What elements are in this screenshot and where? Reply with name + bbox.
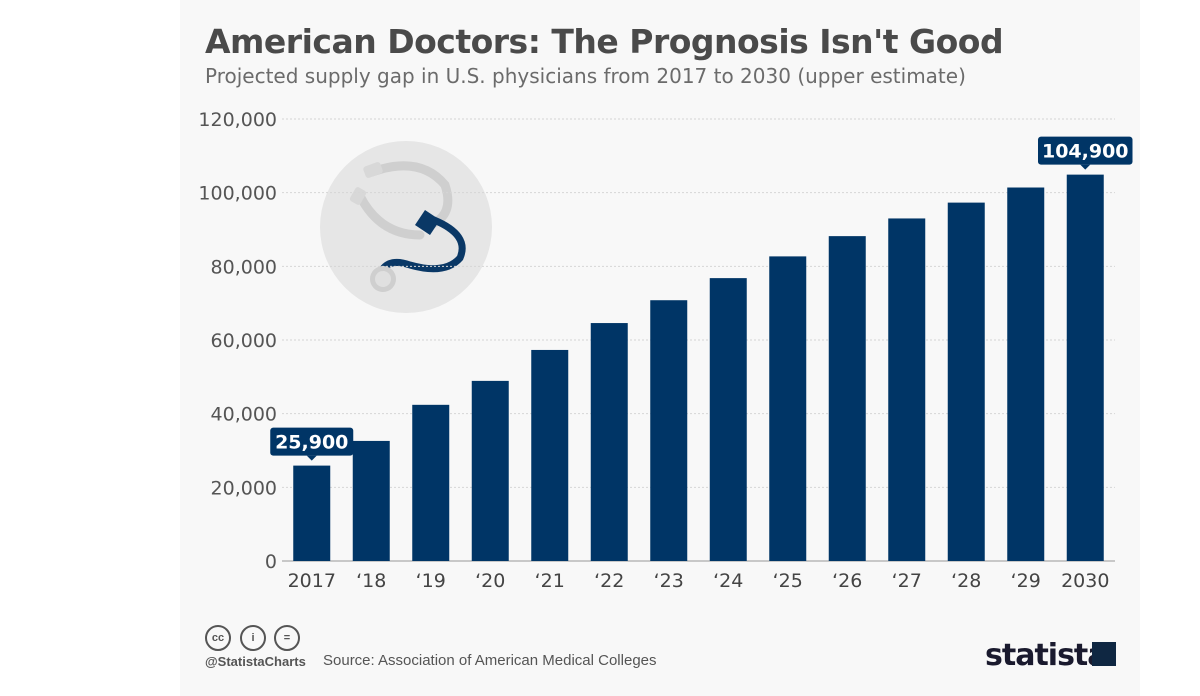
bar [352,440,390,561]
bar [531,349,569,561]
bar [828,236,866,561]
y-tick-label: 40,000 [211,404,277,426]
cc-license-icon: cc [205,625,231,651]
x-tick-label: 2017 [288,570,336,592]
stethoscope-icon [320,141,492,313]
x-tick-label: ‘22 [594,570,624,592]
chart-title: American Doctors: The Prognosis Isn't Go… [205,22,1004,61]
bar [1066,174,1104,561]
x-tick-label: ‘24 [713,570,743,592]
x-tick-label: ‘26 [832,570,862,592]
x-tick-label: ‘23 [654,570,684,592]
y-tick-label: 80,000 [211,256,277,278]
bar [590,323,628,561]
bar [650,300,688,561]
bar [709,278,747,561]
data-label-pointer [306,455,317,461]
bar [412,404,450,561]
x-tick-label: ‘25 [773,570,803,592]
chart-subtitle: Projected supply gap in U.S. physicians … [205,64,966,88]
source-note: Source: Association of American Medical … [323,652,657,669]
x-tick-label: ‘29 [1011,570,1041,592]
y-tick-label: 100,000 [198,183,277,205]
x-tick-label: ‘18 [356,570,386,592]
y-tick-label: 120,000 [198,109,277,131]
bar [947,202,985,561]
bar [471,380,509,561]
x-tick-label: ‘20 [475,570,505,592]
attribution-icon: i [240,625,266,651]
statista-logo: statista [985,638,1108,673]
no-derivatives-icon: = [274,625,300,651]
x-tick-label: ‘27 [892,570,922,592]
data-label-box [1038,136,1133,165]
y-tick-label: 60,000 [211,330,277,352]
x-tick-label: ‘21 [535,570,565,592]
x-tick-label: 2030 [1061,570,1109,592]
bar [293,465,331,561]
data-label: 25,900 [275,432,348,454]
bar [888,218,926,561]
data-label-pointer [1080,164,1091,170]
x-tick-label: ‘19 [416,570,446,592]
statista-handle: @StatistaCharts [205,654,306,669]
data-label: 104,900 [1042,141,1129,163]
statista-logo-mark [1092,642,1116,666]
bar [1007,187,1045,561]
bar [769,256,807,561]
y-tick-label: 0 [265,551,277,573]
data-label-box [270,427,354,456]
y-tick-label: 20,000 [211,477,277,499]
x-tick-label: ‘28 [951,570,981,592]
